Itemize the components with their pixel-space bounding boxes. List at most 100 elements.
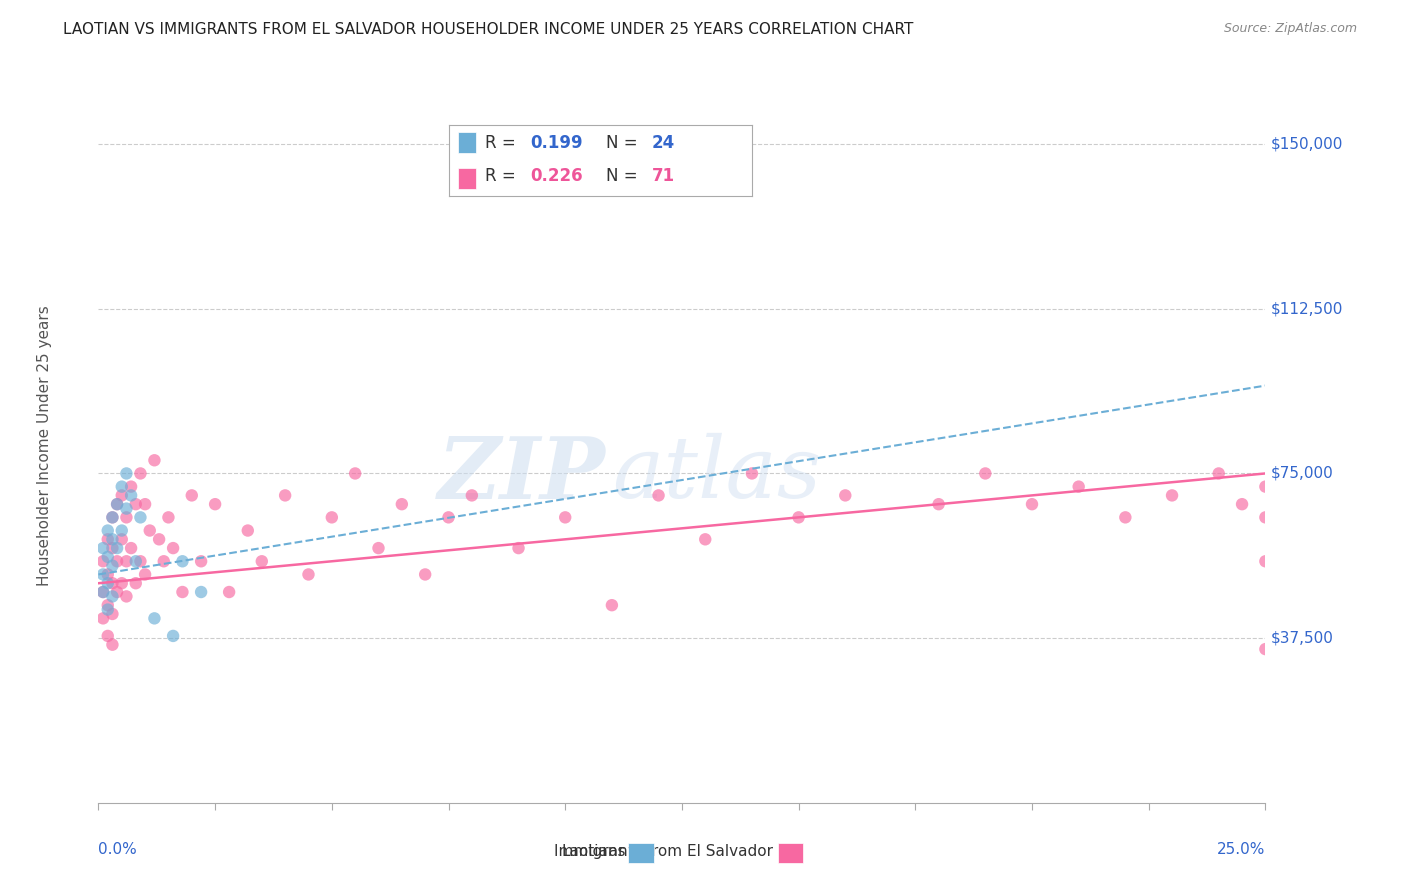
Point <box>143 611 166 625</box>
Point <box>101 558 124 573</box>
Point <box>101 510 124 524</box>
Text: 0.199: 0.199 <box>530 134 583 152</box>
Point <box>974 467 997 481</box>
Point <box>91 567 114 582</box>
Point <box>97 629 120 643</box>
Text: 0.226: 0.226 <box>530 168 583 186</box>
Point <box>274 488 297 502</box>
Text: LAOTIAN VS IMMIGRANTS FROM EL SALVADOR HOUSEHOLDER INCOME UNDER 25 YEARS CORRELA: LAOTIAN VS IMMIGRANTS FROM EL SALVADOR H… <box>63 22 914 37</box>
Point <box>97 567 120 582</box>
Text: $75,000: $75,000 <box>1271 466 1334 481</box>
Point <box>111 524 134 538</box>
Point <box>461 488 484 502</box>
Point <box>120 488 142 502</box>
Point <box>101 533 124 547</box>
Point <box>928 497 950 511</box>
Point <box>787 510 810 524</box>
Point <box>391 497 413 511</box>
Point <box>91 554 114 568</box>
Point <box>1021 497 1043 511</box>
Point <box>695 533 717 547</box>
Point <box>413 567 436 582</box>
Point <box>834 488 856 502</box>
Point <box>129 554 152 568</box>
Point <box>204 497 226 511</box>
Point <box>111 576 134 591</box>
Point <box>1114 510 1136 524</box>
Point <box>91 585 114 599</box>
Point <box>105 541 128 555</box>
Text: 24: 24 <box>652 134 675 152</box>
Point <box>554 510 576 524</box>
Point <box>180 488 202 502</box>
Point <box>129 510 152 524</box>
Point <box>148 533 170 547</box>
Text: $37,500: $37,500 <box>1271 631 1334 646</box>
Point <box>115 501 138 516</box>
Point <box>97 602 120 616</box>
Text: Immigrants from El Salvador: Immigrants from El Salvador <box>554 845 773 859</box>
Point <box>143 453 166 467</box>
Point <box>101 590 124 604</box>
Point <box>115 590 138 604</box>
Point <box>600 598 623 612</box>
Point <box>97 598 120 612</box>
Point <box>1208 467 1230 481</box>
Text: Source: ZipAtlas.com: Source: ZipAtlas.com <box>1223 22 1357 36</box>
Point <box>101 638 124 652</box>
Point <box>129 467 152 481</box>
Point <box>1254 510 1277 524</box>
Point <box>97 549 120 564</box>
Point <box>157 510 180 524</box>
Text: Laotians: Laotians <box>561 845 626 859</box>
Text: 0.0%: 0.0% <box>98 842 138 857</box>
Point <box>1230 497 1253 511</box>
Point <box>508 541 530 555</box>
Point <box>250 554 273 568</box>
Point <box>91 611 114 625</box>
Text: ZIP: ZIP <box>439 433 606 516</box>
Point <box>218 585 240 599</box>
Point <box>134 567 156 582</box>
Point <box>111 533 134 547</box>
Point <box>647 488 669 502</box>
Text: $112,500: $112,500 <box>1271 301 1344 317</box>
Point <box>1254 642 1277 657</box>
Point <box>162 629 184 643</box>
Point <box>1254 480 1277 494</box>
Point <box>97 576 120 591</box>
Bar <box>457 168 475 189</box>
Point <box>162 541 184 555</box>
Point <box>101 541 124 555</box>
Point <box>172 585 194 599</box>
Point <box>105 497 128 511</box>
Point <box>134 497 156 511</box>
Text: N =: N = <box>606 168 643 186</box>
Point <box>115 510 138 524</box>
Text: N =: N = <box>606 134 643 152</box>
Point <box>97 533 120 547</box>
Point <box>101 510 124 524</box>
Point <box>97 524 120 538</box>
Point <box>125 497 148 511</box>
Point <box>115 554 138 568</box>
Point <box>344 467 367 481</box>
Text: $150,000: $150,000 <box>1271 136 1344 152</box>
Text: R =: R = <box>485 134 522 152</box>
Text: R =: R = <box>485 168 522 186</box>
Point <box>1067 480 1090 494</box>
Point <box>190 554 212 568</box>
Bar <box>457 132 475 153</box>
Text: Householder Income Under 25 years: Householder Income Under 25 years <box>38 306 52 586</box>
Point <box>111 488 134 502</box>
Point <box>125 554 148 568</box>
Point <box>91 541 114 555</box>
Point <box>120 541 142 555</box>
Point <box>101 607 124 621</box>
Text: atlas: atlas <box>612 434 821 516</box>
Point <box>101 576 124 591</box>
Point <box>139 524 162 538</box>
Point <box>115 467 138 481</box>
Point <box>1254 554 1277 568</box>
Point <box>105 497 128 511</box>
